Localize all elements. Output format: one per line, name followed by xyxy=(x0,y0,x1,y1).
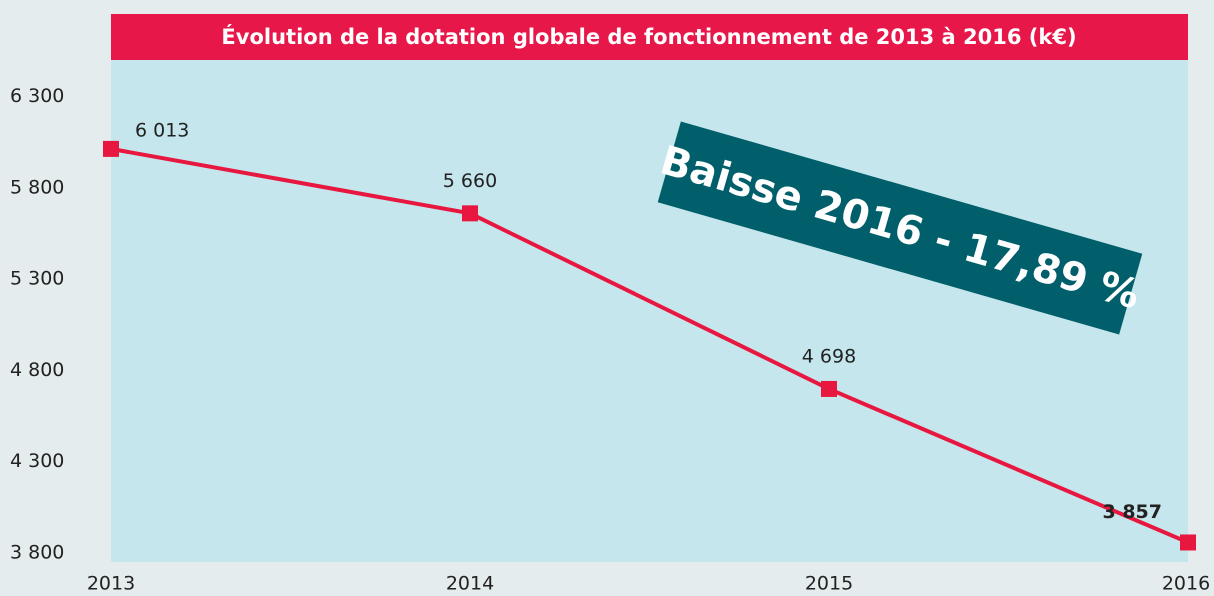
plot-area xyxy=(111,60,1188,562)
point-marker xyxy=(462,205,478,222)
y-tick-label: 6 300 xyxy=(10,85,64,107)
chart-title: Évolution de la dotation globale de fonc… xyxy=(221,24,1076,49)
data-label: 4 698 xyxy=(802,345,856,367)
point-marker xyxy=(821,380,837,397)
x-tick-label: 2014 xyxy=(446,573,494,595)
y-tick-label: 5 300 xyxy=(10,268,64,290)
title-bar xyxy=(111,14,1188,60)
y-tick-label: 3 800 xyxy=(10,541,64,563)
data-label: 5 660 xyxy=(443,170,497,192)
y-tick-label: 4 300 xyxy=(10,450,64,472)
y-tick-label: 5 800 xyxy=(10,176,64,198)
point-marker xyxy=(103,140,119,157)
series-line xyxy=(110,146,1189,545)
data-label: 6 013 xyxy=(135,119,189,141)
point-marker xyxy=(1180,534,1196,551)
x-tick-label: 2015 xyxy=(805,573,853,595)
banner-box xyxy=(657,121,1143,335)
x-tick-label: 2016 xyxy=(1162,573,1210,595)
y-tick-label: 4 800 xyxy=(10,359,64,381)
data-label: 3 857 xyxy=(1103,501,1163,523)
x-tick-label: 2013 xyxy=(87,573,135,595)
